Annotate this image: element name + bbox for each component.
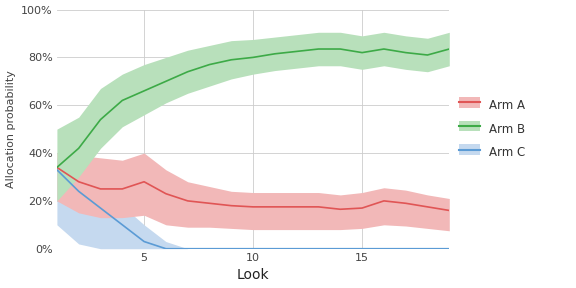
Line: Arm A: Arm A <box>57 167 449 211</box>
Arm C <box>75 190 82 193</box>
Arm B <box>402 51 409 54</box>
Arm B <box>119 99 126 102</box>
Arm A <box>75 180 82 183</box>
Arm C <box>380 247 387 251</box>
Arm A <box>446 209 453 212</box>
Arm C <box>162 247 169 251</box>
Arm A <box>141 180 147 183</box>
Arm A <box>162 192 169 196</box>
Arm B <box>446 47 453 51</box>
Arm C <box>119 223 126 227</box>
Arm A <box>184 199 191 203</box>
Arm B <box>228 58 235 62</box>
Arm B <box>206 63 213 66</box>
Arm A <box>380 199 387 203</box>
Arm A <box>315 205 322 209</box>
Arm C <box>228 247 235 251</box>
Arm B <box>337 47 344 51</box>
Arm A <box>249 205 256 209</box>
Arm C <box>249 247 256 251</box>
Arm A <box>424 205 431 209</box>
Arm C <box>293 247 300 251</box>
Arm B <box>249 56 256 59</box>
Arm C <box>206 247 213 251</box>
Arm C <box>315 247 322 251</box>
Arm A <box>206 202 213 205</box>
Arm A <box>402 202 409 205</box>
Arm C <box>97 206 104 210</box>
X-axis label: Look: Look <box>237 268 270 283</box>
Arm A <box>293 205 300 209</box>
Arm C <box>424 247 431 251</box>
Arm B <box>54 166 60 169</box>
Arm A <box>54 166 60 169</box>
Arm A <box>228 204 235 207</box>
Arm C <box>359 247 366 251</box>
Arm A <box>337 208 344 211</box>
Arm B <box>184 70 191 73</box>
Arm B <box>380 47 387 51</box>
Arm A <box>97 187 104 191</box>
Arm A <box>359 206 366 210</box>
Arm B <box>293 50 300 53</box>
Arm B <box>424 53 431 57</box>
Arm B <box>271 52 278 56</box>
Arm B <box>359 51 366 54</box>
Arm C <box>446 247 453 251</box>
Arm C <box>337 247 344 251</box>
Arm B <box>315 47 322 51</box>
Line: Arm B: Arm B <box>57 49 449 167</box>
Legend: Arm A, Arm B, Arm C: Arm A, Arm B, Arm C <box>455 96 529 163</box>
Arm A <box>119 187 126 191</box>
Arm A <box>271 205 278 209</box>
Arm B <box>97 118 104 121</box>
Line: Arm C: Arm C <box>57 170 449 249</box>
Arm C <box>271 247 278 251</box>
Arm B <box>75 147 82 150</box>
Arm B <box>162 79 169 83</box>
Arm C <box>141 240 147 243</box>
Arm B <box>141 89 147 93</box>
Arm C <box>184 247 191 251</box>
Y-axis label: Allocation probability: Allocation probability <box>6 70 16 188</box>
Arm C <box>54 168 60 172</box>
Arm C <box>402 247 409 251</box>
